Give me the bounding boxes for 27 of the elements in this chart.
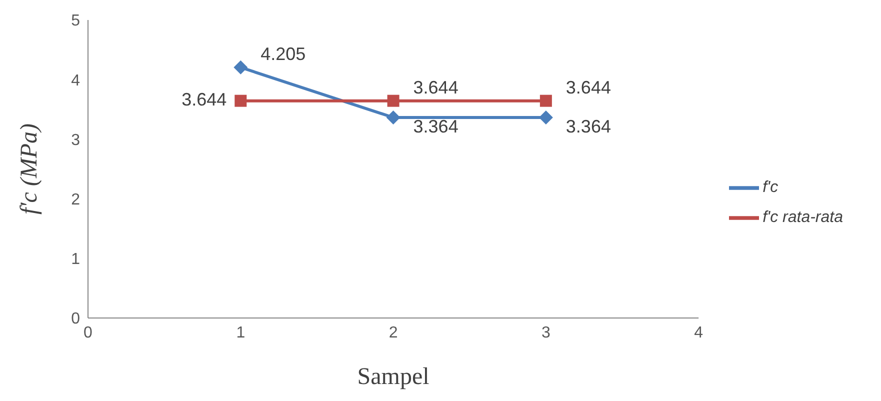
data-label: 3.644 bbox=[182, 90, 227, 110]
point bbox=[387, 94, 400, 107]
point bbox=[540, 94, 552, 107]
data-label: 3.644 bbox=[566, 78, 611, 98]
x-tick-label: 1 bbox=[236, 324, 246, 342]
x-tick-label: 4 bbox=[694, 324, 704, 342]
legend-label: f'c bbox=[762, 179, 778, 196]
point bbox=[234, 94, 247, 107]
x-tick-label: 3 bbox=[541, 324, 550, 342]
data-label: 3.364 bbox=[413, 116, 458, 136]
point bbox=[386, 110, 400, 125]
y-tick-label: 5 bbox=[71, 12, 80, 30]
x-tick-label: 0 bbox=[84, 324, 93, 342]
y-tick-label: 2 bbox=[71, 191, 80, 208]
point bbox=[538, 110, 553, 125]
y-tick-label: 1 bbox=[71, 251, 80, 268]
x-axis-title: Sampel bbox=[357, 364, 430, 390]
y-tick-label: 0 bbox=[71, 310, 80, 328]
data-label: 3.644 bbox=[413, 78, 458, 98]
point bbox=[234, 60, 248, 74]
x-tick-label: 2 bbox=[388, 324, 398, 342]
y-tick-label: 4 bbox=[71, 72, 80, 90]
y-tick-label: 3 bbox=[71, 132, 80, 149]
y-axis-title: f'c (MPa) bbox=[16, 123, 43, 215]
data-label: 4.205 bbox=[260, 44, 306, 64]
legend-label: f'c rata-rata bbox=[762, 209, 843, 226]
data-label: 3.364 bbox=[566, 116, 611, 136]
